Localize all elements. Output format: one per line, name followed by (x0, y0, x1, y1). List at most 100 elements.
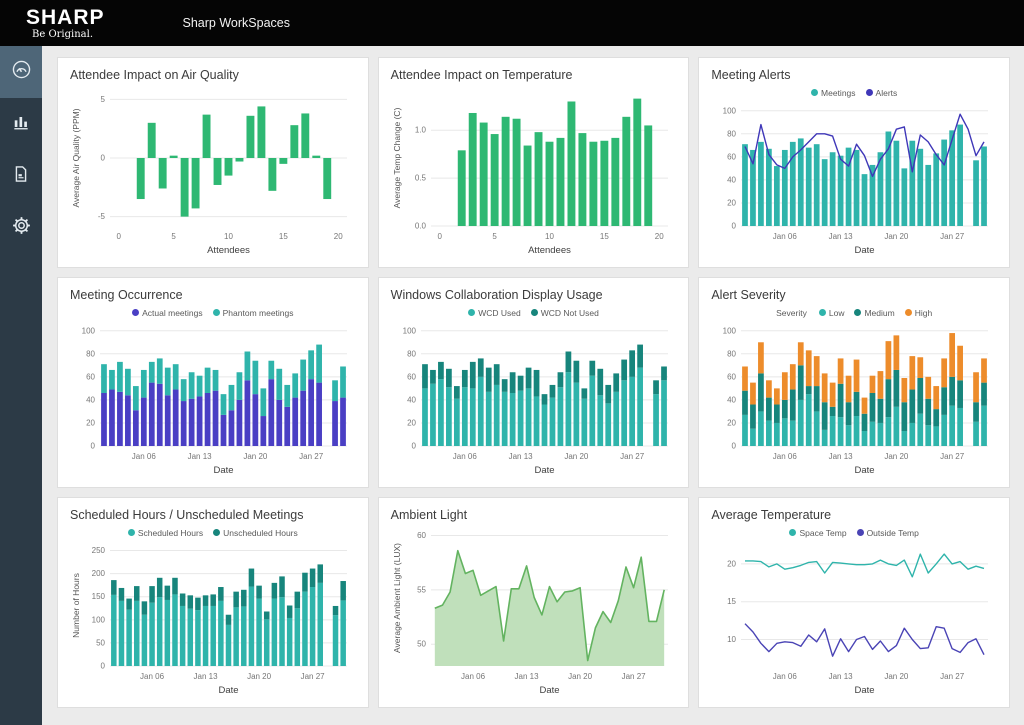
legend-item[interactable]: Space Temp (789, 528, 847, 538)
chart-canvas-air-quality[interactable]: -5 0 5 0 5 10 15 20 Attendees Average Air Quality… (70, 85, 357, 256)
svg-text:Number of Hours: Number of Hours (71, 573, 81, 638)
svg-text:15: 15 (279, 232, 288, 241)
chart-legend: Meetings Alerts (711, 85, 997, 100)
sidebar-item-analytics[interactable] (0, 98, 42, 150)
svg-text:Date: Date (855, 465, 875, 476)
svg-text:55: 55 (417, 585, 426, 594)
svg-text:Jan 13: Jan 13 (508, 452, 533, 461)
legend-label: WCD Used (478, 307, 521, 318)
panel-meeting-occurrence[interactable]: Meeting Occurrence Actual meetings Phanto… (57, 277, 369, 488)
legend-label: Low (828, 307, 845, 318)
svg-text:20: 20 (407, 418, 416, 427)
legend-dot-icon (856, 529, 864, 536)
chart-canvas-ambient-light[interactable]: 50 55 60 Jan 06 Jan 13 Jan 20 Jan 27 Date Averag… (391, 525, 678, 696)
svg-text:10: 10 (545, 232, 554, 241)
svg-text:Jan 27: Jan 27 (621, 672, 646, 681)
svg-text:40: 40 (727, 175, 736, 184)
panel-wcd-usage[interactable]: Windows Collaboration Display Usage WCD … (377, 277, 690, 488)
svg-text:5: 5 (101, 95, 106, 104)
sidebar-item-dashboard[interactable] (0, 46, 42, 98)
legend-dot-icon (132, 309, 140, 316)
svg-text:20: 20 (334, 232, 343, 241)
svg-text:20: 20 (727, 559, 736, 568)
chart-canvas-meeting-occurrence[interactable]: 0 20 40 60 80 100 Jan 06 Jan 13 Jan 20 Jan 27 Date (70, 320, 357, 476)
svg-text:100: 100 (723, 326, 737, 335)
svg-text:15: 15 (727, 597, 736, 606)
svg-text:0: 0 (101, 154, 106, 163)
svg-text:5: 5 (492, 232, 497, 241)
svg-text:60: 60 (86, 372, 95, 381)
chart-title: Average Temperature (711, 508, 832, 522)
panel-ambient-light[interactable]: Ambient Light 50 55 60 Jan 06 Jan 13 Jan 20 Ja… (377, 497, 690, 708)
svg-text:0: 0 (117, 232, 122, 241)
svg-text:Jan 06: Jan 06 (773, 672, 798, 681)
chart-title: Meeting Occurrence (70, 288, 183, 302)
svg-text:Date: Date (855, 685, 875, 696)
svg-text:Jan 06: Jan 06 (773, 232, 798, 241)
panel-meeting-alerts[interactable]: Meeting Alerts Meetings Alerts 0 20 40 60 80 1… (698, 57, 1010, 268)
svg-text:250: 250 (92, 546, 106, 555)
svg-text:0: 0 (91, 442, 96, 451)
legend-label: Alerts (875, 87, 898, 98)
legend-item[interactable]: Medium (854, 308, 895, 318)
svg-text:Jan 13: Jan 13 (188, 452, 213, 461)
legend-item[interactable]: Scheduled Hours (127, 527, 204, 538)
svg-text:Date: Date (213, 465, 233, 476)
panel-average-temperature[interactable]: Average Temperature Space Temp Outside Te… (698, 497, 1010, 708)
svg-text:Jan 13: Jan 13 (194, 672, 219, 681)
legend-item[interactable]: High (904, 307, 933, 318)
svg-text:0.5: 0.5 (415, 174, 427, 183)
legend-label: Scheduled Hours (137, 527, 204, 538)
document-icon (11, 164, 31, 189)
chart-canvas-scheduled-hours[interactable]: 0 50 100 150 200 250 Jan 06 Jan 13 Jan 20 Jan 27 D… (70, 540, 357, 696)
gauge-icon (11, 59, 32, 85)
svg-text:Attendees: Attendees (528, 245, 571, 256)
svg-text:Average Air Quality (PPM): Average Air Quality (PPM) (71, 108, 81, 207)
svg-text:5: 5 (171, 232, 176, 241)
chart-canvas-meeting-alerts[interactable]: 0 20 40 60 80 100 Jan 06 Jan 13 Jan 20 Jan 27 Date (711, 100, 998, 256)
legend-dot-icon (468, 309, 476, 316)
legend-dot-icon (818, 309, 826, 316)
chart-canvas-wcd-usage[interactable]: 0 20 40 60 80 100 Jan 06 Jan 13 Jan 20 Jan 27 Date (391, 320, 678, 476)
svg-text:100: 100 (723, 106, 737, 115)
legend-item[interactable]: Phantom meetings (212, 308, 294, 318)
legend-item[interactable]: Alerts (865, 87, 898, 98)
panel-alert-severity[interactable]: Alert Severity Severity Low Medium High 0 20… (698, 277, 1010, 488)
chart-canvas-alert-severity[interactable]: 0 20 40 60 80 100 Jan 06 Jan 13 Jan 20 Jan 27 Date (711, 320, 998, 476)
chart-title: Scheduled Hours / Unscheduled Meetings (70, 508, 304, 522)
legend-item[interactable]: WCD Not Used (530, 308, 599, 318)
legend-item[interactable]: WCD Used (468, 308, 521, 318)
svg-text:60: 60 (727, 152, 736, 161)
gear-icon (11, 215, 32, 241)
legend-item[interactable]: Low (818, 307, 845, 318)
svg-text:Jan 27: Jan 27 (301, 672, 326, 681)
svg-text:Date: Date (534, 465, 554, 476)
chart-canvas-average-temperature[interactable]: 10 15 20 Jan 06 Jan 13 Jan 20 Jan 27 Date (711, 540, 998, 696)
dashboard-grid: Attendee Impact on Air Quality -5 0 5 0 5 10 1… (42, 46, 1024, 725)
legend-label: High (914, 307, 933, 318)
chart-legend: Scheduled Hours Unscheduled Hours (70, 525, 356, 540)
svg-text:Jan 06: Jan 06 (132, 452, 157, 461)
legend-item[interactable]: Meetings (811, 88, 856, 98)
legend-dot-icon (212, 309, 220, 316)
svg-text:80: 80 (86, 349, 95, 358)
legend-dot-icon (865, 89, 873, 96)
panel-attendee-air-quality[interactable]: Attendee Impact on Air Quality -5 0 5 0 5 10 1… (57, 57, 369, 268)
chart-canvas-temperature[interactable]: 0.0 0.5 1.0 0 5 10 15 20 Attendees Average Temp C… (391, 85, 678, 256)
sidebar-item-settings[interactable] (0, 202, 42, 254)
legend-item[interactable]: Actual meetings (132, 308, 203, 318)
svg-text:Date: Date (539, 685, 559, 696)
svg-text:Jan 27: Jan 27 (299, 452, 324, 461)
legend-item[interactable]: Outside Temp (856, 528, 919, 538)
legend-dot-icon (127, 529, 135, 536)
sidebar-item-reports[interactable] (0, 150, 42, 202)
app-header: SHARP Be Original. Sharp WorkSpaces (0, 0, 1024, 46)
svg-text:10: 10 (224, 232, 233, 241)
svg-text:Jan 20: Jan 20 (885, 452, 910, 461)
svg-text:150: 150 (92, 592, 106, 601)
panel-scheduled-hours[interactable]: Scheduled Hours / Unscheduled Meetings S… (57, 497, 369, 708)
legend-item[interactable]: Unscheduled Hours (213, 528, 298, 538)
svg-text:Jan 20: Jan 20 (885, 672, 910, 681)
svg-text:Jan 20: Jan 20 (885, 232, 910, 241)
panel-attendee-temperature[interactable]: Attendee Impact on Temperature 0.0 0.5 1.0… (377, 57, 690, 268)
